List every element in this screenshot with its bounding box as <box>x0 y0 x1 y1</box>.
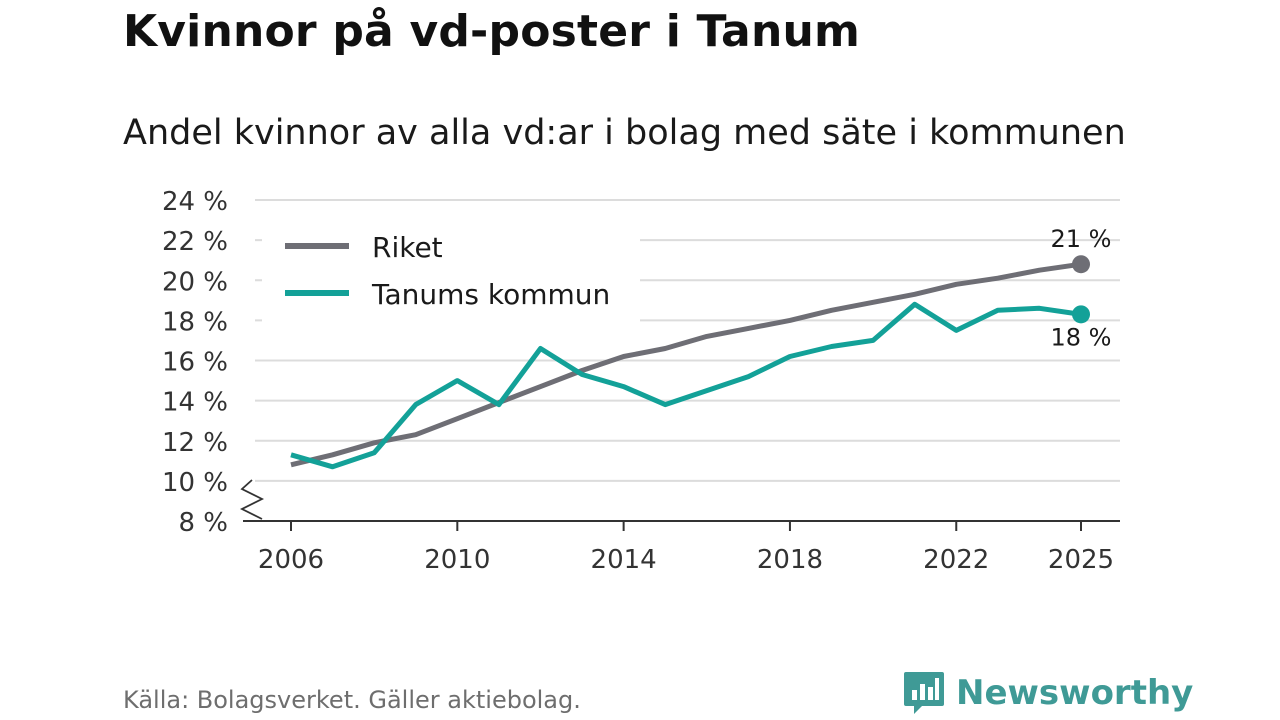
end-labels: 21 % 18 % <box>1051 225 1112 351</box>
y-tick-label: 14 % <box>162 388 228 418</box>
source-note: Källa: Bolagsverket. Gäller aktiebolag. <box>123 686 581 714</box>
x-tick-label: 2018 <box>757 545 823 575</box>
x-tick-label: 2025 <box>1048 545 1114 575</box>
endpoint-dot-riket <box>1072 255 1090 274</box>
x-tick-label: 2014 <box>591 545 657 575</box>
end-label-tanum: 18 % <box>1051 323 1112 351</box>
x-tick-label: 2022 <box>923 545 989 575</box>
series-line-riket <box>290 261 1082 468</box>
y-tick-label: 20 % <box>162 267 228 297</box>
x-tick-label: 2006 <box>258 545 324 575</box>
legend-background <box>262 222 640 322</box>
chart-title: Kvinnor på vd-poster i Tanum <box>123 6 861 57</box>
y-tick-label: 22 % <box>162 227 228 257</box>
y-tick-label: 16 % <box>162 348 228 378</box>
series-line-tanum <box>290 301 1082 470</box>
x-tick-label: 2010 <box>424 545 490 575</box>
end-label-riket: 21 % <box>1051 225 1112 253</box>
y-tick-label: 18 % <box>162 307 228 337</box>
brand-name: Newsworthy <box>956 673 1194 713</box>
x-axis: 2006 2010 2014 2018 2022 2025 <box>243 520 1120 575</box>
y-tick-label: 10 % <box>162 468 228 498</box>
y-tick-label: 24 % <box>162 187 228 217</box>
legend: Riket Tanums kommun <box>262 222 640 322</box>
y-axis-tick-labels: 8 % 10 % 12 % 14 % 16 % 18 % 20 % 22 % 24 % <box>162 187 228 538</box>
axis-break-icon <box>239 479 265 520</box>
chart-subtitle: Andel kvinnor av alla vd:ar i bolag med … <box>123 113 1126 153</box>
y-tick-label: 12 % <box>162 428 228 458</box>
series <box>290 255 1090 470</box>
brand-logo: Newsworthy <box>902 670 1193 716</box>
y-tick-label: 8 % <box>178 508 228 538</box>
newsworthy-logo-icon <box>904 672 944 714</box>
endpoint-dot-tanum <box>1072 305 1090 324</box>
legend-label-riket: Riket <box>372 231 443 264</box>
line-chart: 8 % 10 % 12 % 14 % 16 % 18 % 20 % 22 % 24 % 2006… <box>162 187 1120 575</box>
legend-label-tanum: Tanums kommun <box>371 278 610 311</box>
